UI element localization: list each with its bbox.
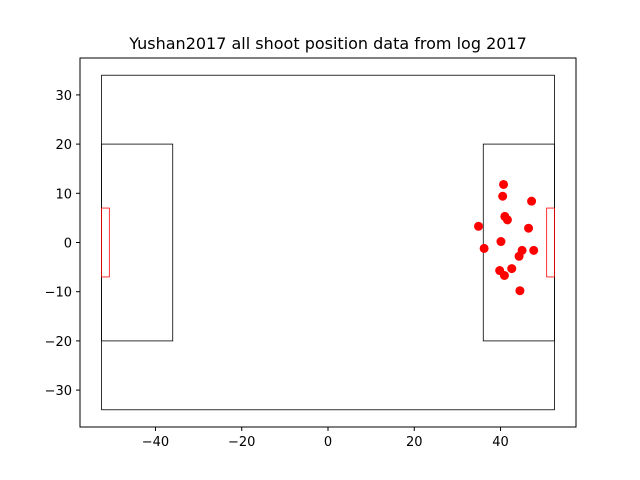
shot-point-13	[507, 264, 517, 274]
y-tick-label: −20	[45, 335, 72, 350]
y-tick-label: −30	[45, 384, 72, 399]
shot-point-12	[514, 251, 524, 261]
y-tick-label: 30	[55, 89, 72, 104]
x-tick-label: 20	[406, 435, 423, 450]
shot-point-2	[498, 191, 508, 201]
chart-title: Yushan2017 all shoot position data from …	[128, 34, 527, 53]
y-tick-label: 20	[55, 138, 72, 153]
y-tick-label: 0	[64, 237, 72, 252]
shot-point-7	[524, 223, 534, 233]
shot-point-6	[474, 221, 484, 231]
left-penalty-area	[101, 143, 174, 342]
left-goal	[101, 207, 110, 278]
shot-point-10	[529, 245, 539, 255]
shot-point-5	[502, 215, 512, 225]
shot-point-1	[499, 179, 509, 189]
y-tick-label: 10	[55, 187, 72, 202]
right-goal	[546, 207, 555, 278]
shot-point-9	[479, 243, 489, 253]
right-penalty-area	[482, 143, 555, 342]
shot-point-16	[515, 286, 525, 296]
x-tick-label: −20	[228, 435, 255, 450]
x-tick-label: −40	[142, 435, 169, 450]
shot-point-8	[496, 237, 506, 247]
x-tick-label: 40	[492, 435, 509, 450]
shot-point-3	[527, 196, 537, 206]
x-tick-label: 0	[324, 435, 332, 450]
axes: −40 −20 0 20 40 −30 −20 −10 0 10 20 30	[45, 57, 577, 450]
pitch-outline	[101, 74, 555, 411]
plot-area	[101, 74, 555, 411]
shot-point-15	[499, 270, 509, 280]
y-tick-label: −10	[45, 286, 72, 301]
